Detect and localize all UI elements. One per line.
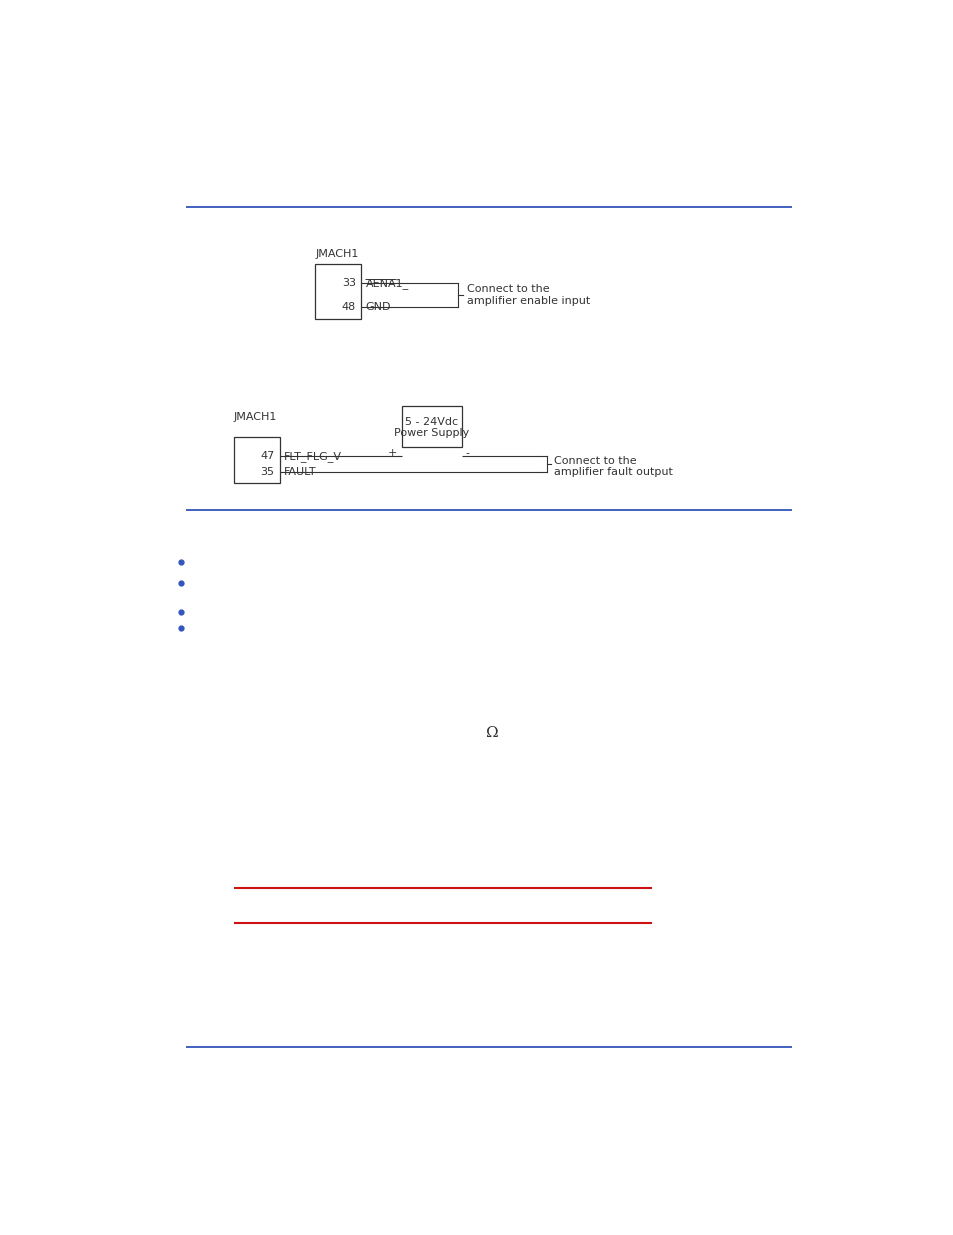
Text: JMACH1: JMACH1 — [314, 249, 358, 259]
Text: -: - — [465, 448, 469, 458]
Text: Connect to the: Connect to the — [466, 284, 549, 294]
Text: FAULT-: FAULT- — [283, 468, 318, 478]
Text: Ω: Ω — [486, 726, 498, 740]
Text: amplifier fault output: amplifier fault output — [554, 468, 672, 478]
Text: JMACH1: JMACH1 — [233, 412, 277, 422]
Text: 35: 35 — [260, 468, 274, 478]
Text: 33: 33 — [341, 278, 355, 288]
Text: AENA1_: AENA1_ — [365, 278, 408, 289]
Text: +: + — [388, 448, 396, 458]
Text: GND: GND — [365, 303, 391, 312]
Text: Power Supply: Power Supply — [394, 429, 469, 438]
Bar — [401, 406, 462, 447]
Bar — [233, 437, 279, 483]
Text: 48: 48 — [341, 303, 355, 312]
Text: Connect to the: Connect to the — [554, 456, 636, 466]
Text: 47: 47 — [260, 451, 274, 462]
Text: 5 - 24Vdc: 5 - 24Vdc — [405, 417, 458, 427]
Text: FLT_FLG_V: FLT_FLG_V — [283, 451, 341, 462]
Bar — [314, 264, 360, 320]
Text: amplifier enable input: amplifier enable input — [466, 296, 589, 306]
